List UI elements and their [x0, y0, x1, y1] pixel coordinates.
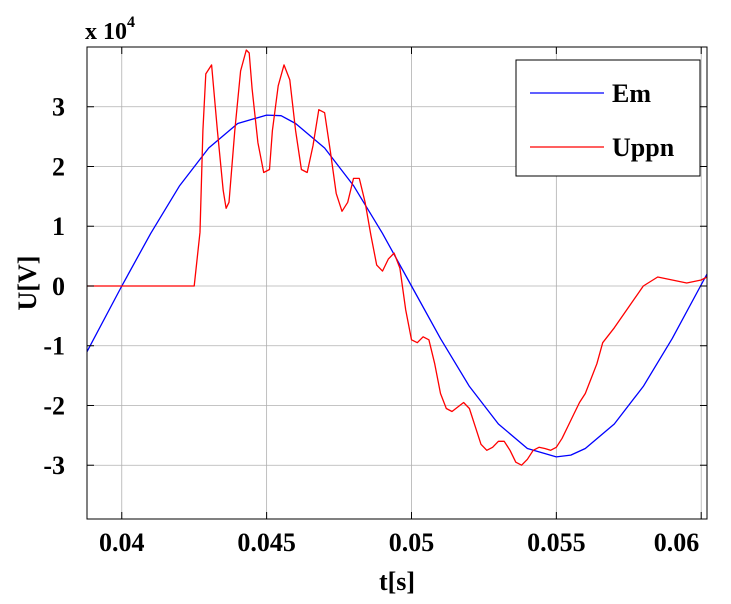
- y-exponent-power: 4: [127, 14, 135, 31]
- x-tick-label: 0.06: [654, 528, 700, 557]
- series-lines: [86, 49, 708, 466]
- y-tick-label: -3: [43, 451, 65, 480]
- tick-labels: 0.04 0.045 0.05 0.055 0.06 -3 -2 -1 0 1 2 3: [43, 93, 699, 557]
- legend-box: [515, 59, 701, 177]
- grid-lines: [87, 47, 707, 519]
- y-tick-label: 1: [52, 212, 65, 241]
- y-exponent-base: x 10: [85, 19, 127, 45]
- legend: Em Uppn: [515, 59, 701, 177]
- x-tick-label: 0.055: [527, 528, 586, 557]
- y-exponent-label: x 104: [85, 14, 135, 45]
- y-tick-label: 2: [52, 152, 65, 181]
- y-tick-label: -1: [43, 332, 65, 361]
- y-tick-label: -2: [43, 391, 65, 420]
- legend-label-uppn: Uppn: [612, 133, 675, 162]
- x-tick-label: 0.04: [99, 528, 145, 557]
- plot-frame: [86, 46, 708, 520]
- ticks: [87, 47, 707, 519]
- x-axis-label: t[s]: [379, 567, 415, 596]
- x-tick-label: 0.045: [237, 528, 296, 557]
- y-axis-label: U[V]: [13, 256, 42, 311]
- y-tick-label: 0: [52, 272, 65, 301]
- y-tick-label: 3: [52, 93, 65, 122]
- legend-label-em: Em: [612, 79, 651, 108]
- series-line-uppn: [87, 49, 708, 466]
- x-tick-label: 0.05: [389, 528, 435, 557]
